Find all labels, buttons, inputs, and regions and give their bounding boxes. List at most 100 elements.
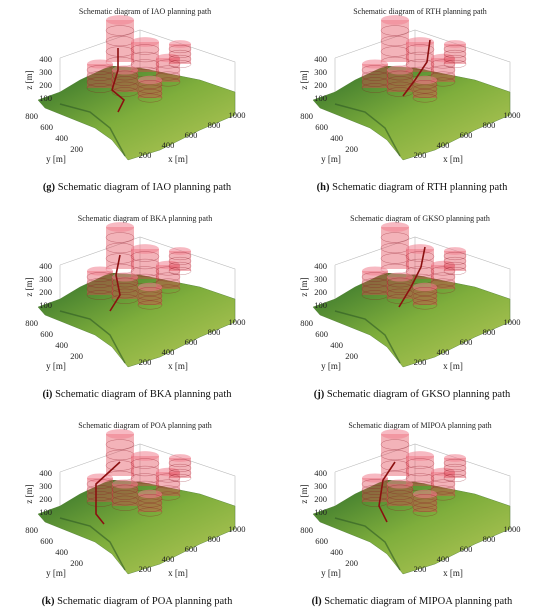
y-tick-label: 800	[300, 318, 313, 328]
obstacle-ring	[386, 294, 414, 304]
obstacle-top	[87, 266, 113, 276]
x-tick-label: 600	[460, 337, 473, 347]
terrain	[312, 272, 511, 368]
obstacle-top	[169, 454, 191, 462]
obstacle-top	[362, 266, 388, 276]
obstacle-ring	[86, 278, 114, 288]
obstacle-ring	[155, 266, 181, 276]
caption-label: (i)	[43, 389, 53, 400]
x-tick-label: 400	[437, 347, 450, 357]
obstacle-ring	[386, 288, 414, 299]
obstacle-ring	[386, 283, 414, 293]
obstacle-ring	[111, 76, 139, 86]
obstacle	[112, 70, 138, 92]
z-tick-label: 300	[39, 67, 52, 77]
z-tick-label: 100	[39, 300, 52, 310]
panel: Schematic diagram of BKA planning path 40…	[24, 214, 245, 401]
obstacle-ring	[168, 59, 192, 69]
obstacle-ring	[380, 460, 410, 471]
z-tick-label: 300	[314, 67, 327, 77]
obstacle-ring	[386, 81, 414, 92]
obstacle	[381, 434, 409, 476]
obstacle-ring	[168, 463, 192, 473]
obstacle-top	[444, 40, 466, 48]
y-tick-label: 400	[330, 133, 343, 143]
obstacle-ring	[361, 485, 389, 495]
obstacle-ring	[443, 256, 467, 266]
obstacle-ring	[412, 89, 438, 98]
obstacle-ring	[443, 251, 467, 261]
obstacle	[169, 44, 191, 64]
x-axis-label: x [m]	[443, 361, 463, 371]
obstacle-ring	[412, 494, 438, 503]
obstacle-top	[406, 451, 434, 461]
obstacle-ring	[430, 71, 456, 81]
caption-text: Schematic diagram of IAO planning path	[58, 182, 232, 193]
x-tick-label: 800	[208, 327, 221, 337]
terrain-ridge	[334, 310, 401, 364]
obstacle-ring	[412, 300, 438, 310]
y-tick-label: 600	[40, 329, 53, 339]
obstacle-ring	[168, 458, 192, 468]
x-tick-label: 200	[139, 357, 152, 367]
x-tick-label: 400	[162, 140, 175, 150]
obstacle-ring	[405, 473, 435, 484]
obstacle-ring	[155, 272, 181, 282]
x-tick-label: 400	[437, 140, 450, 150]
x-tick-label: 400	[162, 347, 175, 357]
x-tick-label: 1000	[504, 524, 521, 534]
z-tick-label: 100	[39, 93, 52, 103]
panel: Schematic diagram of IAO planning path 40…	[24, 7, 245, 194]
obstacle-ring	[430, 485, 456, 495]
x-tick-label: 200	[414, 564, 427, 574]
x-tick-label: 800	[208, 120, 221, 130]
obstacle-ring	[86, 71, 114, 81]
obstacle-ring	[105, 46, 135, 57]
obstacle-ring	[412, 507, 438, 517]
z-tick-label: 200	[314, 494, 327, 504]
x-tick-label: 1000	[504, 317, 521, 327]
y-tick-label: 800	[25, 525, 38, 535]
obstacle	[387, 70, 413, 92]
obstacle	[138, 494, 162, 512]
obstacle-top	[131, 244, 159, 254]
x-axis-label: x [m]	[443, 568, 463, 578]
y-tick-label: 200	[70, 558, 83, 568]
obstacle-ring	[137, 296, 163, 305]
caption-text: Schematic diagram of RTH planning path	[332, 182, 508, 193]
obstacle-ring	[137, 498, 163, 508]
terrain	[37, 479, 236, 575]
obstacle	[138, 80, 162, 98]
x-tick-label: 1000	[504, 110, 521, 120]
planned-path	[95, 461, 121, 525]
obstacle-ring	[130, 266, 160, 277]
obstacle	[444, 44, 466, 64]
caption-text: Schematic diagram of POA planning path	[57, 596, 233, 607]
obstacle-ring	[105, 439, 135, 450]
y-tick-label: 800	[25, 111, 38, 121]
obstacle-ring	[443, 49, 467, 59]
obstacle-ring	[412, 291, 438, 301]
obstacle-ring	[86, 77, 114, 87]
obstacle-ring	[361, 71, 389, 81]
y-tick-label: 800	[300, 111, 313, 121]
obstacle-ring	[412, 498, 438, 508]
y-tick-label: 600	[315, 329, 328, 339]
obstacle-ring	[168, 49, 192, 59]
obstacle-ring	[168, 468, 192, 478]
caption-label: (j)	[314, 389, 325, 400]
obstacle-top	[138, 282, 162, 292]
obstacle-ring	[86, 290, 114, 300]
x-tick-label: 1000	[229, 524, 246, 534]
z-tick-label: 300	[39, 481, 52, 491]
y-tick-label: 400	[55, 340, 68, 350]
y-axis-label: y [m]	[46, 154, 66, 164]
y-axis-label: y [m]	[321, 568, 341, 578]
obstacle	[106, 20, 134, 62]
panel: Schematic diagram of RTH planning path 40…	[299, 7, 521, 194]
caption: (h) Schematic diagram of RTH planning pa…	[317, 182, 508, 193]
x-axis-label: x [m]	[168, 154, 188, 164]
y-tick-label: 600	[315, 122, 328, 132]
obstacle	[387, 484, 413, 506]
obstacle-ring	[111, 501, 139, 511]
